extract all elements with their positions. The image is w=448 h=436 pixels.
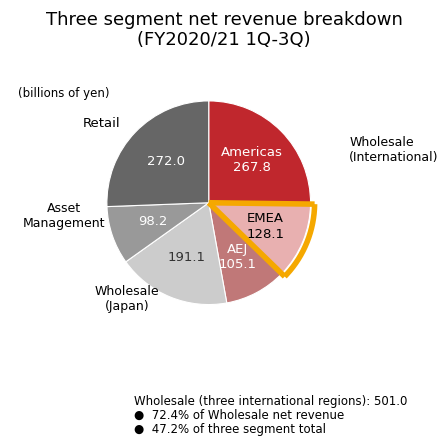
Text: 191.1: 191.1 bbox=[168, 251, 206, 264]
Text: Retail: Retail bbox=[83, 117, 121, 130]
Wedge shape bbox=[209, 203, 282, 303]
Text: (FY2020/21 1Q-3Q): (FY2020/21 1Q-3Q) bbox=[137, 31, 311, 48]
Text: 128.1: 128.1 bbox=[246, 228, 284, 241]
Wedge shape bbox=[209, 203, 310, 274]
Text: AEJ: AEJ bbox=[227, 243, 248, 256]
Text: 105.1: 105.1 bbox=[219, 258, 256, 271]
Text: EMEA: EMEA bbox=[247, 212, 284, 225]
Text: Wholesale (three international regions): 501.0: Wholesale (three international regions):… bbox=[134, 395, 408, 408]
Text: 98.2: 98.2 bbox=[138, 215, 168, 228]
Text: Asset
Management: Asset Management bbox=[23, 202, 105, 230]
Text: Wholesale
(International): Wholesale (International) bbox=[349, 136, 439, 164]
Text: Americas: Americas bbox=[221, 146, 283, 159]
Text: 267.8: 267.8 bbox=[233, 161, 271, 174]
Wedge shape bbox=[107, 203, 209, 262]
Text: Wholesale
(Japan): Wholesale (Japan) bbox=[95, 286, 159, 313]
Text: Three segment net revenue breakdown: Three segment net revenue breakdown bbox=[46, 11, 402, 29]
Wedge shape bbox=[209, 101, 310, 204]
Text: ●  47.2% of three segment total: ● 47.2% of three segment total bbox=[134, 423, 327, 436]
Wedge shape bbox=[126, 203, 227, 305]
Text: (billions of yen): (billions of yen) bbox=[18, 87, 109, 100]
Text: ●  72.4% of Wholesale net revenue: ● 72.4% of Wholesale net revenue bbox=[134, 409, 345, 422]
Wedge shape bbox=[107, 101, 209, 207]
Text: 272.0: 272.0 bbox=[147, 155, 185, 168]
